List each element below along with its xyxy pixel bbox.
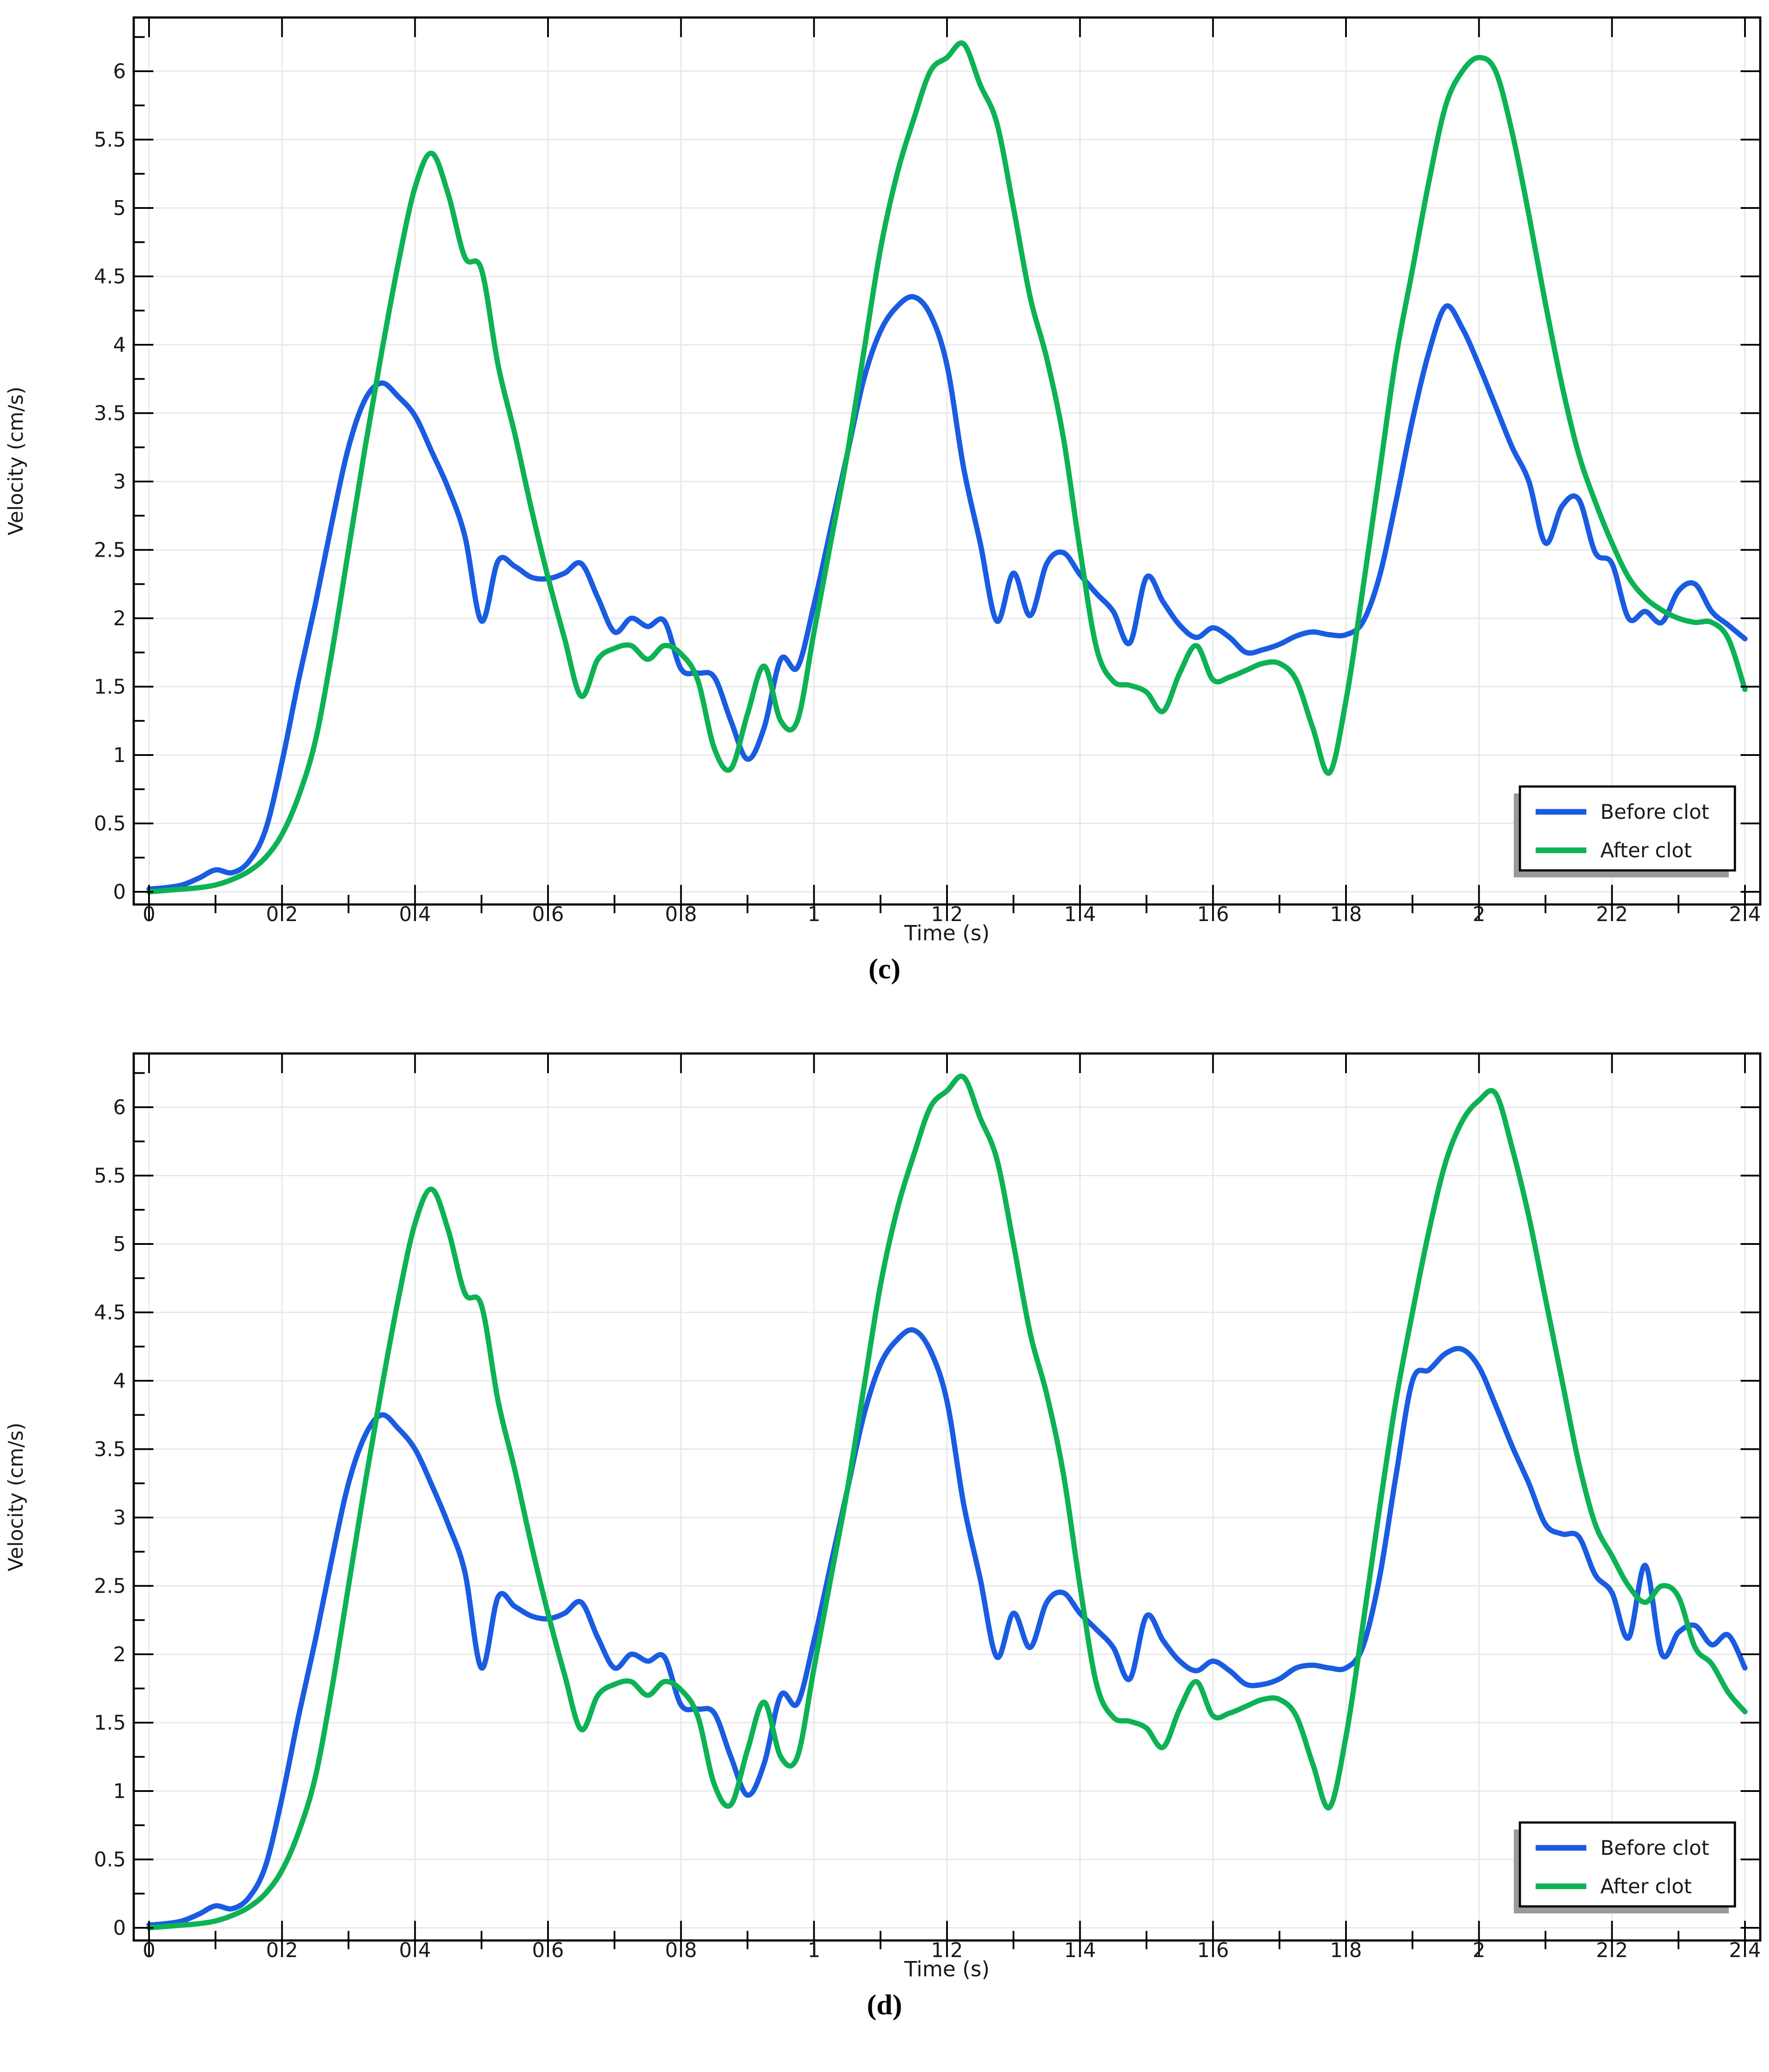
svg-text:5: 5 xyxy=(113,1232,126,1256)
y-axis-title-c: Velocity (cm/s) xyxy=(4,387,28,536)
x-tick-labels-d: 0 0.2 0.4 0.6 0.8 1 1.2 1.4 1.6 1.8 2 2.2 2.4 xyxy=(142,1938,1761,1962)
svg-text:1.2: 1.2 xyxy=(931,902,963,926)
x-axis-title-d: Time (s) xyxy=(904,1957,989,1982)
svg-text:1.5: 1.5 xyxy=(94,675,126,699)
figure-d-caption: (d) xyxy=(867,1989,902,2021)
legend-label-before-clot-d: Before clot xyxy=(1600,1836,1709,1860)
legend-c: Before clot After clot xyxy=(1514,785,1736,877)
svg-text:1.6: 1.6 xyxy=(1197,902,1229,926)
svg-text:0.5: 0.5 xyxy=(94,812,126,835)
svg-text:0.8: 0.8 xyxy=(665,902,697,926)
svg-text:0.6: 0.6 xyxy=(532,1938,564,1962)
svg-text:2.2: 2.2 xyxy=(1596,902,1628,926)
axis-ticks-c xyxy=(134,17,1760,921)
legend-label-after-clot-d: After clot xyxy=(1600,1875,1692,1898)
svg-text:1: 1 xyxy=(808,1938,820,1962)
velocity-chart-svg-d: 0 0.2 0.4 0.6 0.8 1 1.2 1.4 1.6 1.8 2 2.2 2.4 0 0.5 1 1.… xyxy=(4,1052,1762,1982)
svg-text:3: 3 xyxy=(113,1506,126,1529)
svg-text:4: 4 xyxy=(113,333,126,357)
svg-text:1: 1 xyxy=(113,743,126,767)
after-clot-curve-c xyxy=(146,40,1748,894)
svg-text:0.2: 0.2 xyxy=(266,902,298,926)
svg-text:2.4: 2.4 xyxy=(1729,1938,1761,1962)
chart-c: 0 0.2 0.4 0.6 0.8 1 1.2 1.4 1.6 1.8 2 2.2 2.4 0 0.5 1 1.… xyxy=(4,16,1762,946)
legend-label-before-clot-c: Before clot xyxy=(1600,800,1709,824)
svg-text:3.5: 3.5 xyxy=(94,1438,126,1461)
legend-box-d xyxy=(1519,1821,1736,1908)
svg-text:2.5: 2.5 xyxy=(94,538,126,562)
svg-text:3: 3 xyxy=(113,470,126,493)
svg-text:6: 6 xyxy=(113,1095,126,1119)
svg-text:1: 1 xyxy=(808,902,820,926)
svg-text:0.2: 0.2 xyxy=(266,1938,298,1962)
svg-text:5.5: 5.5 xyxy=(94,128,126,152)
legend-d: Before clot After clot xyxy=(1514,1821,1736,1913)
svg-text:0: 0 xyxy=(142,1938,155,1962)
svg-text:3.5: 3.5 xyxy=(94,402,126,425)
svg-text:4.5: 4.5 xyxy=(94,265,126,288)
svg-text:0.5: 0.5 xyxy=(94,1848,126,1871)
y-tick-labels-c: 0 0.5 1 1.5 2 2.5 3 3.5 4 4.5 5 5.5 6 xyxy=(94,59,126,904)
svg-text:0.4: 0.4 xyxy=(399,902,431,926)
svg-text:1.8: 1.8 xyxy=(1330,902,1362,926)
svg-text:1: 1 xyxy=(113,1779,126,1803)
legend-label-after-clot-c: After clot xyxy=(1600,839,1692,862)
figure-c-caption: (c) xyxy=(868,953,901,985)
svg-text:1.4: 1.4 xyxy=(1064,902,1096,926)
svg-text:0: 0 xyxy=(113,880,126,904)
axis-ticks-d xyxy=(134,1053,1760,1957)
before-clot-curve-d xyxy=(146,1327,1748,1928)
gridlines-d xyxy=(134,1053,1760,1940)
velocity-chart-svg-c: 0 0.2 0.4 0.6 0.8 1 1.2 1.4 1.6 1.8 2 2.2 2.4 0 0.5 1 1.… xyxy=(4,16,1762,946)
svg-text:1.2: 1.2 xyxy=(931,1938,963,1962)
svg-text:0: 0 xyxy=(113,1916,126,1940)
series-curves-d xyxy=(146,1074,1748,1930)
after-clot-curve-d xyxy=(146,1074,1748,1930)
svg-text:2: 2 xyxy=(113,1642,126,1666)
chart-d: 0 0.2 0.4 0.6 0.8 1 1.2 1.4 1.6 1.8 2 2.2 2.4 0 0.5 1 1.… xyxy=(0,1036,1769,2072)
y-axis-title-d: Velocity (cm/s) xyxy=(4,1423,28,1572)
legend-box-c xyxy=(1519,785,1736,872)
svg-text:6: 6 xyxy=(113,59,126,83)
svg-text:4: 4 xyxy=(113,1369,126,1393)
y-tick-labels-d: 0 0.5 1 1.5 2 2.5 3 3.5 4 4.5 5 5.5 6 xyxy=(94,1095,126,1940)
x-tick-labels-c: 0 0.2 0.4 0.6 0.8 1 1.2 1.4 1.6 1.8 2 2.2 2.4 xyxy=(142,902,1761,926)
svg-text:0.6: 0.6 xyxy=(532,902,564,926)
figure-d: 0 0.2 0.4 0.6 0.8 1 1.2 1.4 1.6 1.8 2 2.2 2.4 0 0.5 1 1.… xyxy=(0,1036,1769,2072)
svg-text:4.5: 4.5 xyxy=(94,1301,126,1324)
svg-text:1.8: 1.8 xyxy=(1330,1938,1362,1962)
svg-text:2: 2 xyxy=(1473,902,1485,926)
svg-text:5: 5 xyxy=(113,196,126,220)
figure-c: 0 0.2 0.4 0.6 0.8 1 1.2 1.4 1.6 1.8 2 2.2 2.4 0 0.5 1 1.… xyxy=(4,16,1762,985)
svg-text:1.5: 1.5 xyxy=(94,1711,126,1735)
svg-text:0.4: 0.4 xyxy=(399,1938,431,1962)
svg-text:0.8: 0.8 xyxy=(665,1938,697,1962)
before-clot-curve-c xyxy=(146,294,1748,892)
svg-text:2.4: 2.4 xyxy=(1729,902,1761,926)
svg-text:1.4: 1.4 xyxy=(1064,1938,1096,1962)
svg-text:5.5: 5.5 xyxy=(94,1164,126,1188)
x-axis-title-c: Time (s) xyxy=(904,921,989,946)
svg-text:2.5: 2.5 xyxy=(94,1574,126,1598)
svg-text:2.2: 2.2 xyxy=(1596,1938,1628,1962)
svg-text:2: 2 xyxy=(113,606,126,630)
svg-text:2: 2 xyxy=(1473,1938,1485,1962)
series-curves-c xyxy=(146,40,1748,894)
svg-text:0: 0 xyxy=(142,902,155,926)
svg-text:1.6: 1.6 xyxy=(1197,1938,1229,1962)
